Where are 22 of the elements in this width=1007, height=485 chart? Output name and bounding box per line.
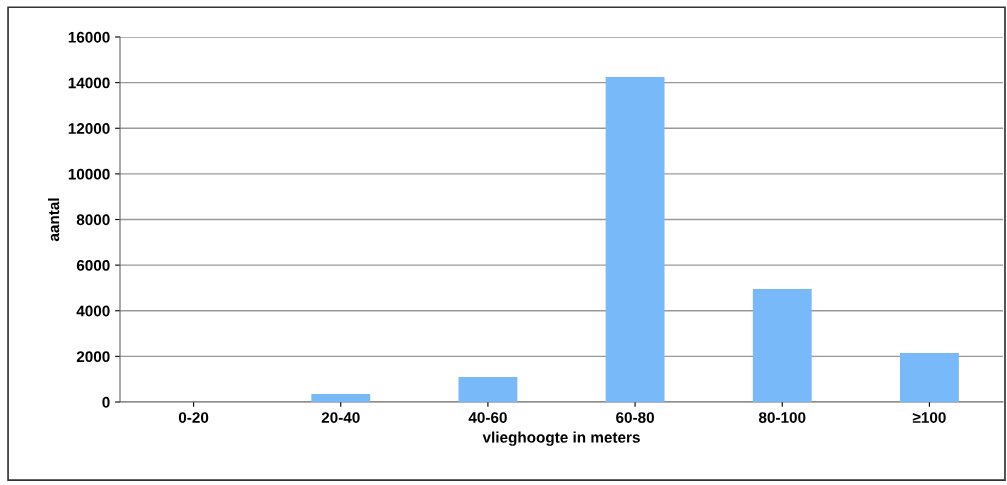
x-tick-label: 0-20 (178, 412, 209, 423)
x-tick-label: 80-100 (758, 412, 806, 423)
y-tick-label: 16000 (68, 31, 110, 43)
y-tick-label: 2000 (76, 351, 110, 363)
x-tick-label: 60-80 (616, 412, 654, 423)
y-axis-title: aantal (48, 198, 60, 242)
y-tick-label: 10000 (68, 168, 110, 180)
bar (605, 76, 665, 402)
y-tick-label: 0 (102, 396, 110, 408)
x-tick-label: 40-60 (468, 412, 507, 423)
bar (458, 376, 518, 402)
x-axis-title: vlieghoogte in meters (482, 431, 640, 446)
x-tick-label: 20-40 (321, 412, 360, 423)
y-tick-label: 8000 (76, 214, 110, 226)
y-tick-label: 12000 (68, 123, 110, 134)
bar (311, 394, 371, 402)
bar (899, 352, 959, 402)
y-tick-label: 14000 (68, 77, 110, 89)
y-tick-label: 6000 (76, 259, 110, 271)
x-tick-label: ≥100 (912, 412, 946, 423)
bar (752, 289, 812, 402)
y-tick-label: 4000 (76, 305, 110, 317)
